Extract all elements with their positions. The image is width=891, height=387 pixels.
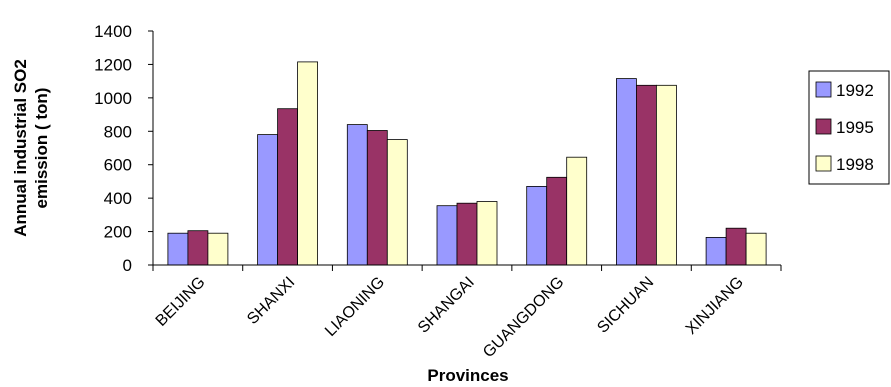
legend-swatch-1998	[815, 155, 832, 172]
bar-shangai-1992	[436, 205, 458, 266]
x-tick-label-liaoning: LIAONING	[322, 274, 388, 340]
bar-shangai-1995	[456, 202, 478, 266]
y-axis-title-line2: emission ( ton)	[32, 88, 51, 209]
x-tick-labels: BEIJING SHANXI LIAONING SHANGAI GUANGDONG SIC…	[153, 274, 747, 361]
bar-xinjiang-1998	[745, 232, 767, 266]
bar-sichuan-1995	[636, 84, 657, 266]
legend-label-1998: 1998	[836, 155, 874, 174]
y-tick-label: 1400	[94, 22, 132, 41]
x-tick-label-guangdong: GUANGDONG	[480, 274, 567, 361]
x-tick-label-xinjiang: XINJIANG	[683, 274, 747, 338]
bar-xinjiang-1992	[705, 236, 727, 266]
y-axis-title-line1: Annual industrial SO2	[11, 59, 30, 237]
legend: 1992 1995 1998	[808, 70, 890, 185]
bar-liaoning-1992	[346, 124, 368, 266]
bar-guangdong-1995	[546, 176, 568, 266]
y-tick-label: 1200	[94, 55, 132, 74]
x-tick-label-shangai: SHANGAI	[415, 274, 478, 337]
y-tick-label: 600	[104, 156, 132, 175]
bar-sichuan-1998	[656, 84, 677, 266]
bar-shanxi-1998	[297, 61, 319, 266]
legend-swatch-1992	[815, 81, 832, 98]
bar-guangdong-1998	[566, 156, 588, 266]
y-tick-label: 1000	[94, 89, 132, 108]
bar-liaoning-1998	[386, 139, 408, 266]
bar-beijing-1992	[167, 232, 189, 266]
y-tick-labels: 0 200 400 600 800 1000 1200 1400	[94, 22, 132, 275]
legend-label-1995: 1995	[836, 118, 874, 137]
x-tick-label-sichuan: SICHUAN	[594, 274, 657, 337]
legend-swatch-1995	[815, 118, 832, 135]
bar-beijing-1998	[207, 232, 229, 266]
axes	[148, 30, 782, 271]
bar-shangai-1998	[476, 201, 498, 266]
bar-xinjiang-1995	[725, 227, 747, 266]
y-tick-label: 200	[104, 223, 132, 242]
bar-shanxi-1995	[277, 108, 299, 266]
y-tick-label: 400	[104, 189, 132, 208]
y-tick-label: 0	[123, 256, 132, 275]
x-tick-label-beijing: BEIJING	[153, 274, 209, 330]
bars	[167, 61, 767, 266]
y-tick-label: 800	[104, 122, 132, 141]
x-tick-label-shanxi: SHANXI	[244, 274, 298, 328]
bar-beijing-1995	[187, 230, 209, 266]
bar-shanxi-1992	[257, 134, 279, 266]
y-axis-title: Annual industrial SO2 emission ( ton)	[11, 59, 51, 237]
legend-label-1992: 1992	[836, 81, 874, 100]
bar-liaoning-1995	[366, 130, 388, 266]
x-axis-title: Provinces	[427, 366, 508, 385]
bar-guangdong-1992	[526, 185, 548, 266]
bar-sichuan-1992	[616, 78, 637, 266]
